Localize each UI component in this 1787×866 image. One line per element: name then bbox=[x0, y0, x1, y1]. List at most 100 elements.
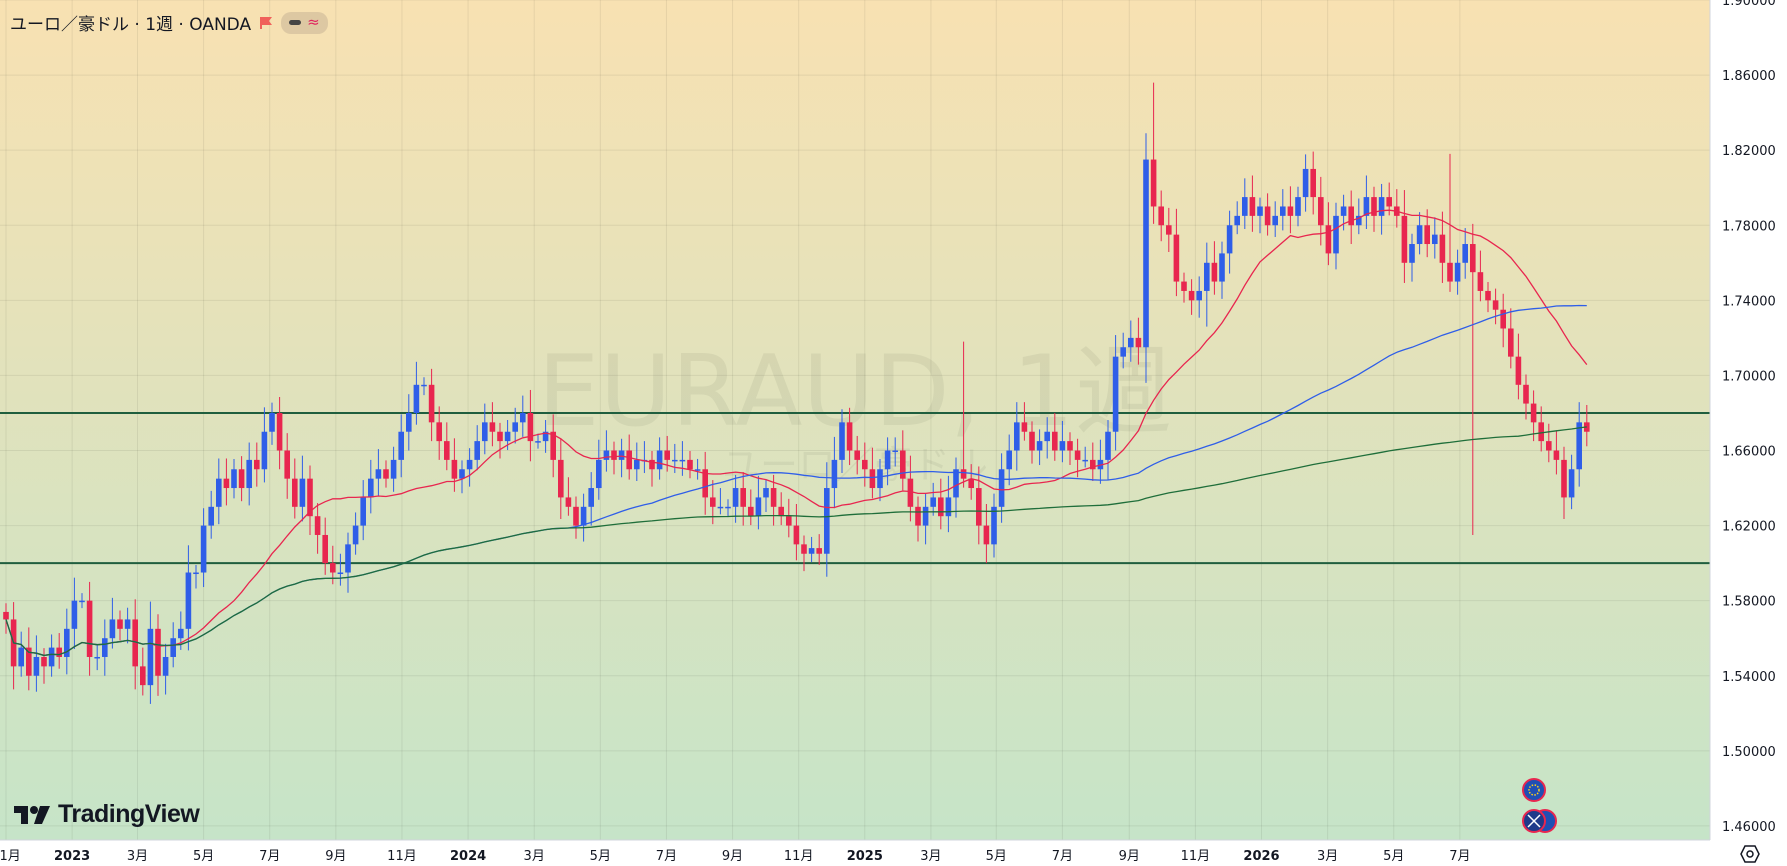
candle-body bbox=[1067, 441, 1073, 451]
candle-body bbox=[1348, 206, 1354, 226]
candle-body bbox=[763, 488, 769, 498]
candle-body bbox=[573, 506, 579, 526]
candle-body bbox=[1523, 384, 1529, 404]
candle-body bbox=[170, 638, 176, 657]
candle-body bbox=[611, 450, 617, 460]
candle-body bbox=[694, 469, 701, 471]
indicator-toggle[interactable]: ≈ bbox=[281, 11, 328, 34]
candle-body bbox=[1044, 431, 1050, 442]
candle-body bbox=[124, 619, 131, 629]
candle-body bbox=[588, 488, 594, 507]
candle-body bbox=[1014, 422, 1020, 451]
candle-body bbox=[1492, 300, 1499, 310]
candle-body bbox=[428, 384, 435, 423]
candle-body bbox=[1173, 234, 1180, 282]
candle-body bbox=[1120, 347, 1126, 357]
candle-body bbox=[71, 600, 78, 629]
candle-body bbox=[1363, 197, 1370, 216]
price-axis[interactable] bbox=[1710, 0, 1787, 866]
candle-body bbox=[1302, 168, 1309, 198]
price-axis-labels: 1.90000 1.86000 1.82000 1.78000 1.74000 1.700… bbox=[1722, 0, 1776, 835]
candle-body bbox=[915, 506, 921, 526]
candle-body bbox=[421, 384, 427, 387]
candle-body bbox=[930, 497, 936, 507]
candle-body bbox=[1219, 253, 1225, 282]
candle-body bbox=[64, 628, 70, 657]
candle-body bbox=[1416, 225, 1423, 245]
candle-body bbox=[1059, 441, 1066, 451]
candle-body bbox=[938, 497, 944, 517]
candle-body bbox=[725, 506, 731, 509]
candle-body bbox=[1356, 215, 1362, 226]
candle-body bbox=[808, 548, 815, 554]
candle-body bbox=[1226, 225, 1233, 254]
candle-body bbox=[147, 628, 154, 686]
candle-body bbox=[1158, 206, 1164, 226]
candle-body bbox=[854, 450, 860, 460]
price-tick-label: 1.62000 bbox=[1722, 520, 1776, 535]
candle-body bbox=[200, 525, 207, 573]
candle-body bbox=[466, 459, 473, 470]
candle-body bbox=[231, 469, 237, 489]
candle-body bbox=[542, 431, 549, 442]
candle-body bbox=[846, 422, 853, 451]
watermark-main: EURAUD, 1週 bbox=[538, 335, 1173, 449]
candle-body bbox=[390, 459, 397, 479]
candle-body bbox=[292, 478, 298, 507]
candle-body bbox=[330, 563, 336, 573]
time-tick-label: 9月 bbox=[325, 849, 346, 864]
tradingview-logo-icon bbox=[14, 805, 50, 824]
candle-body bbox=[1447, 262, 1453, 282]
candle-body bbox=[960, 469, 967, 479]
candle-body bbox=[337, 572, 344, 575]
candle-body bbox=[352, 525, 359, 545]
candle-body bbox=[94, 656, 100, 659]
candle-body bbox=[1561, 459, 1567, 498]
candle-body bbox=[1439, 234, 1446, 263]
eur-flag-icon[interactable] bbox=[1522, 778, 1546, 802]
candle-body bbox=[998, 469, 1005, 507]
candle-body bbox=[884, 450, 891, 470]
candle-body bbox=[1477, 272, 1484, 291]
wave-indicator-icon: ≈ bbox=[307, 13, 320, 31]
horizontal-lines[interactable] bbox=[0, 411, 1710, 565]
candlestick-series bbox=[3, 82, 1590, 704]
red-flag-icon[interactable] bbox=[259, 16, 273, 30]
candle-body bbox=[634, 459, 640, 470]
candle-body bbox=[1500, 309, 1506, 329]
tradingview-logo[interactable]: TradingView bbox=[14, 800, 200, 829]
candle-body bbox=[550, 431, 556, 460]
candle-body bbox=[1401, 215, 1408, 263]
candle-body bbox=[596, 459, 602, 489]
currency-badges[interactable] bbox=[1522, 778, 1557, 833]
hide-icon bbox=[289, 20, 302, 25]
candle-body bbox=[793, 525, 800, 545]
candle-body bbox=[702, 469, 708, 498]
candle-body bbox=[945, 497, 952, 517]
candle-body bbox=[162, 656, 169, 676]
candle-body bbox=[770, 488, 777, 507]
candle-body bbox=[1052, 431, 1058, 451]
symbol-title[interactable]: ユーロ／豪ドル · 1週 · OANDA bbox=[10, 15, 252, 35]
candle-body bbox=[1371, 197, 1377, 216]
candle-body bbox=[869, 469, 876, 489]
candle-body bbox=[1188, 290, 1195, 301]
candle-body bbox=[436, 422, 442, 442]
time-axis[interactable] bbox=[0, 840, 1710, 866]
price-tick-label: 1.90000 bbox=[1722, 0, 1776, 9]
candle-body bbox=[1036, 441, 1043, 451]
candle-body bbox=[626, 450, 632, 470]
price-tick-label: 1.78000 bbox=[1722, 219, 1776, 234]
candle-body bbox=[368, 478, 374, 498]
time-tick-label: 11月 bbox=[784, 849, 814, 864]
candle-body bbox=[261, 431, 268, 470]
price-tick-label: 1.86000 bbox=[1722, 69, 1776, 84]
candle-body bbox=[406, 412, 412, 432]
settings-icon[interactable] bbox=[1740, 845, 1760, 863]
candle-body bbox=[1508, 328, 1514, 357]
time-tick-label: 9月 bbox=[1119, 849, 1140, 864]
candle-body bbox=[48, 647, 55, 667]
candle-body bbox=[1280, 206, 1286, 216]
candle-body bbox=[839, 422, 845, 460]
